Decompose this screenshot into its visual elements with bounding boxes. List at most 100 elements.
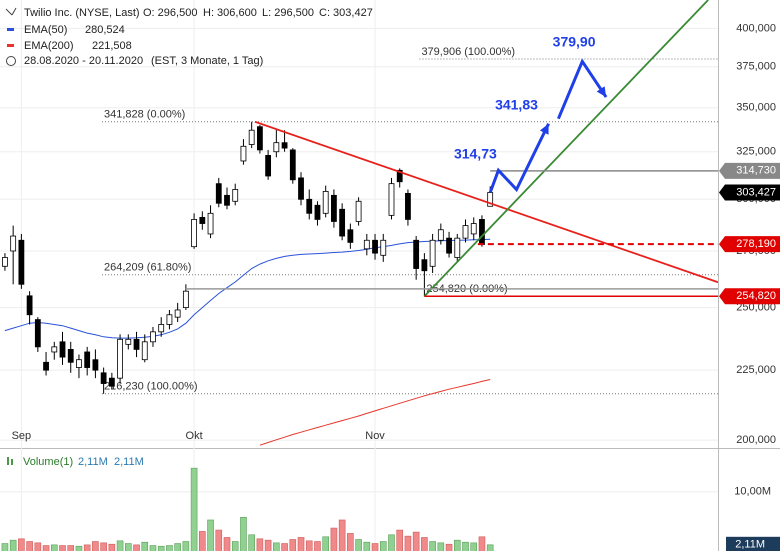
volume-bar bbox=[404, 535, 412, 551]
volume-bar bbox=[330, 527, 338, 551]
candle-body bbox=[100, 372, 107, 384]
volume-bar bbox=[149, 545, 157, 551]
candle-body bbox=[10, 235, 17, 252]
candle-body bbox=[289, 149, 296, 181]
volume-bar bbox=[322, 536, 329, 551]
forecast-label: 314,73 bbox=[454, 146, 497, 162]
legend-high: H: 306,600 bbox=[203, 7, 257, 19]
candle-body bbox=[43, 361, 49, 371]
legend-open: O: 296,500 bbox=[143, 7, 197, 19]
x-tick-label: Okt bbox=[186, 430, 203, 442]
candle-body bbox=[18, 239, 25, 285]
y-tick-label: 350,000 bbox=[736, 102, 776, 114]
candle-body bbox=[437, 229, 444, 241]
candle-body bbox=[59, 341, 66, 358]
date-range: 28.08.2020 - 20.11.2020 bbox=[24, 55, 143, 67]
volume-bar bbox=[445, 543, 453, 551]
volume-bar bbox=[166, 545, 173, 551]
candle-body bbox=[232, 189, 239, 202]
volume-bar bbox=[182, 541, 190, 551]
volume-bar bbox=[421, 537, 428, 551]
volume-box-label: 2,11M bbox=[735, 539, 765, 551]
candle-body bbox=[388, 183, 395, 216]
volume-legend-value: 2,11M bbox=[78, 456, 108, 468]
candle-body bbox=[413, 239, 420, 269]
candle-body bbox=[76, 359, 82, 368]
y-tick-label: 325,000 bbox=[736, 146, 776, 158]
legend-swatch bbox=[7, 28, 14, 31]
price-box-label: 303,427 bbox=[736, 186, 776, 198]
x-tick-label: Sep bbox=[12, 430, 32, 442]
volume-bar bbox=[207, 519, 214, 551]
arrow-head bbox=[596, 86, 607, 98]
volume-bar bbox=[412, 531, 420, 551]
candle-body bbox=[355, 200, 362, 222]
legend-value: 221,508 bbox=[92, 40, 132, 52]
volume-bar bbox=[59, 545, 66, 551]
forecast-path bbox=[557, 58, 608, 120]
candle-body bbox=[240, 145, 247, 162]
volume-icon bbox=[11, 459, 13, 465]
legend-entry: EMA(200) bbox=[24, 40, 74, 52]
volume-pane bbox=[1, 467, 494, 551]
forecast-label: 341,83 bbox=[495, 96, 538, 112]
volume-bar bbox=[240, 516, 247, 551]
volume-bar bbox=[264, 539, 272, 551]
price-box bbox=[719, 288, 780, 305]
volume-bar bbox=[108, 543, 116, 551]
candle-body bbox=[380, 239, 387, 256]
price-box-label: 254,820 bbox=[736, 290, 776, 302]
ema-line bbox=[4, 238, 491, 339]
candle-body bbox=[224, 194, 230, 206]
legend-title: Twilio Inc. (NYSE, Last) bbox=[24, 7, 140, 19]
candle-body bbox=[446, 237, 452, 254]
volume-bar bbox=[190, 467, 198, 551]
volume-bar bbox=[116, 540, 124, 551]
volume-bar bbox=[18, 538, 25, 551]
y-tick-label: 375,000 bbox=[736, 61, 776, 73]
candle-body bbox=[51, 346, 58, 353]
volume-bar bbox=[355, 539, 362, 551]
volume-bar bbox=[470, 542, 478, 551]
volume-bar bbox=[75, 545, 83, 551]
candle-body bbox=[314, 204, 321, 220]
candle-body bbox=[182, 290, 189, 308]
legend-entry: EMA(50) bbox=[24, 24, 67, 36]
volume-bar bbox=[26, 541, 33, 551]
candle-body bbox=[462, 225, 469, 239]
volume-bar bbox=[141, 541, 149, 551]
volume-bar bbox=[223, 537, 231, 551]
icon bbox=[11, 7, 17, 16]
candle-body bbox=[487, 192, 494, 207]
fib-label: 264,209 (61.80%) bbox=[104, 262, 191, 274]
candle-body bbox=[67, 349, 74, 363]
candle-body bbox=[454, 237, 461, 258]
fib-label: 379,906 (100.00%) bbox=[421, 46, 515, 58]
volume-bar bbox=[305, 540, 313, 551]
volume-bar bbox=[314, 541, 321, 551]
volume-legend-value: 2,11M bbox=[114, 456, 144, 468]
volume-bar bbox=[34, 542, 42, 551]
price-box bbox=[719, 236, 780, 253]
candle-body bbox=[248, 129, 255, 145]
volume-bar bbox=[486, 544, 494, 551]
icon bbox=[5, 8, 13, 16]
candle-body bbox=[470, 223, 477, 235]
volume-box bbox=[726, 536, 780, 551]
candle-body bbox=[372, 239, 378, 254]
candle-body bbox=[125, 338, 132, 345]
candle-body bbox=[396, 169, 403, 183]
arrow-head bbox=[539, 123, 549, 135]
trendline bbox=[254, 120, 718, 284]
volume-legend: Volume(1) bbox=[23, 456, 73, 468]
candle-body bbox=[84, 351, 91, 368]
candle-body bbox=[207, 212, 214, 235]
volume-bar bbox=[83, 544, 91, 551]
volume-bar bbox=[231, 541, 239, 551]
volume-bar bbox=[478, 536, 486, 551]
volume-bar bbox=[338, 519, 346, 551]
candle-body bbox=[133, 338, 140, 350]
ema-line bbox=[259, 379, 491, 446]
